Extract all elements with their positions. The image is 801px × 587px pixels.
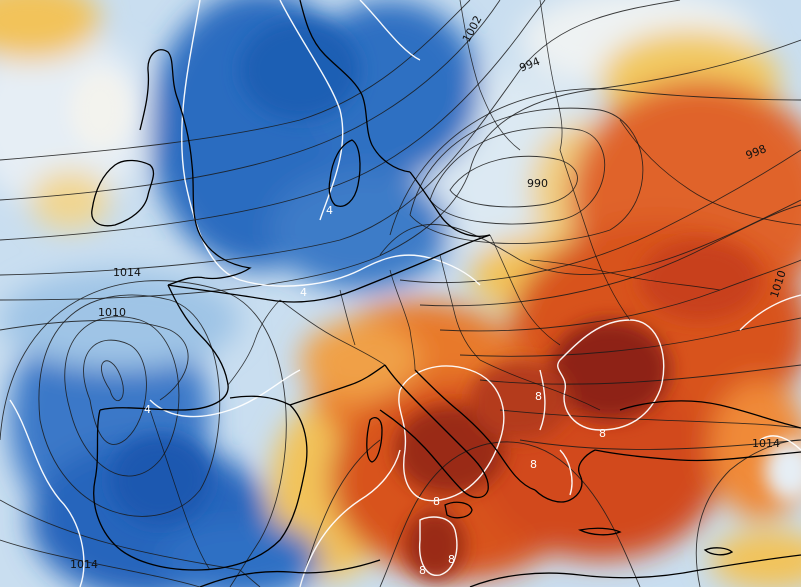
isobar-label-990: 990 xyxy=(527,177,548,190)
isotherm-label-4-north: 4 xyxy=(326,204,333,217)
isotherm-label-4-iberia: 4 xyxy=(144,403,151,416)
isotherm-label-8-south-a: 8 xyxy=(448,553,455,566)
isobar-label-1014-east: 1014 xyxy=(752,437,780,450)
isotherm-label-8-balkans: 8 xyxy=(535,390,542,403)
isobar-label-1014-southwest: 1014 xyxy=(70,558,98,571)
isotherm-labels: 4 4 4 8 8 8 8 8 8 xyxy=(144,204,606,577)
isotherm-label-8-italy: 8 xyxy=(433,495,440,508)
isotherm-label-8-black-sea: 8 xyxy=(599,427,606,440)
coastlines xyxy=(91,0,801,587)
isotherm-label-4-channel: 4 xyxy=(300,286,307,299)
isotherm-label-8-south-b: 8 xyxy=(419,564,426,577)
isobar-label-1014-west: 1014 xyxy=(113,266,141,279)
isobar-label-1010-west: 1010 xyxy=(98,306,126,319)
isotherm-label-8-greece: 8 xyxy=(530,458,537,471)
isotherms xyxy=(9,0,801,587)
country-borders xyxy=(149,0,801,571)
